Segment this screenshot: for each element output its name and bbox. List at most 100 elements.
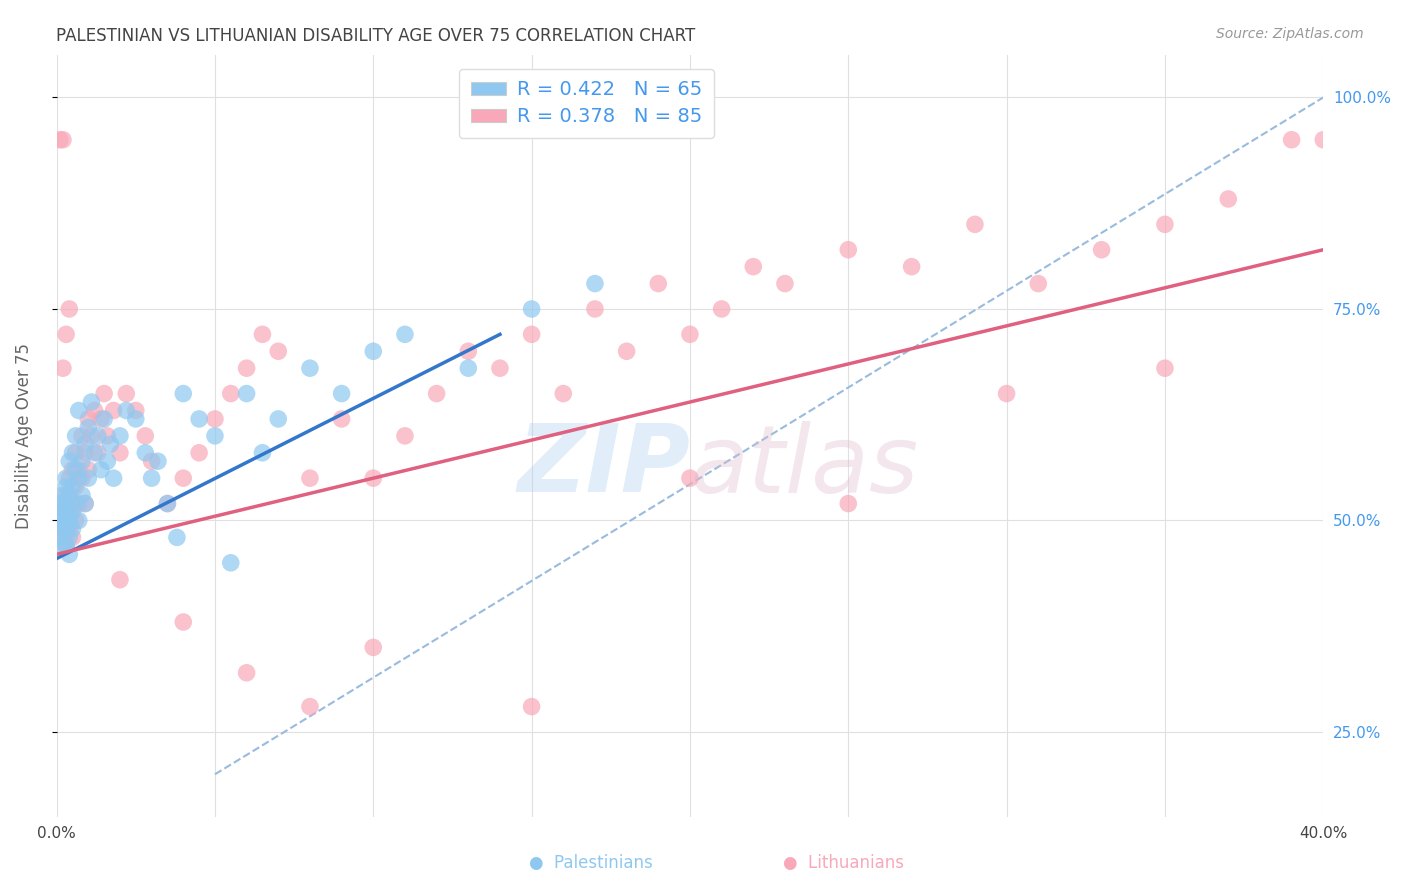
Point: [553, 386, 575, 401]
Point: [70, 471, 93, 485]
Point: [108, 573, 131, 587]
Point: [49, 497, 72, 511]
Point: [62, 522, 84, 536]
Point: [52, 522, 75, 536]
Point: [361, 471, 384, 485]
Point: [58, 301, 80, 316]
Point: [77, 463, 100, 477]
Point: [361, 640, 384, 655]
Point: [55, 327, 77, 342]
Y-axis label: Disability Age Over 75: Disability Age Over 75: [15, 343, 32, 529]
Point: [62, 530, 84, 544]
Point: [62, 497, 84, 511]
Point: [204, 429, 226, 443]
Point: [77, 412, 100, 426]
Point: [58, 505, 80, 519]
Point: [55, 497, 77, 511]
Point: [172, 386, 194, 401]
Point: [77, 471, 100, 485]
Point: [55, 488, 77, 502]
Point: [394, 327, 416, 342]
Point: [361, 344, 384, 359]
Point: [58, 513, 80, 527]
Point: [1154, 361, 1177, 376]
Point: [75, 497, 97, 511]
Point: [77, 420, 100, 434]
Text: Source: ZipAtlas.com: Source: ZipAtlas.com: [1216, 27, 1364, 41]
Point: [52, 133, 75, 147]
Point: [141, 471, 163, 485]
Point: [156, 497, 179, 511]
Point: [90, 412, 112, 426]
Point: [52, 505, 75, 519]
Point: [1218, 192, 1240, 206]
Point: [65, 446, 87, 460]
Text: ●  Lithuanians: ● Lithuanians: [783, 855, 904, 872]
Point: [520, 327, 543, 342]
Point: [489, 361, 512, 376]
Text: ZIP: ZIP: [517, 420, 690, 512]
Point: [75, 446, 97, 460]
Point: [679, 471, 702, 485]
Point: [103, 471, 125, 485]
Point: [125, 403, 148, 417]
Text: PALESTINIAN VS LITHUANIAN DISABILITY AGE OVER 75 CORRELATION CHART: PALESTINIAN VS LITHUANIAN DISABILITY AGE…: [56, 27, 696, 45]
Point: [583, 277, 606, 291]
Point: [52, 497, 75, 511]
Point: [70, 429, 93, 443]
Point: [52, 539, 75, 553]
Point: [172, 471, 194, 485]
Point: [235, 665, 257, 680]
Point: [837, 497, 859, 511]
Point: [83, 403, 105, 417]
Point: [55, 471, 77, 485]
Point: [710, 301, 733, 316]
Point: [55, 539, 77, 553]
Point: [58, 530, 80, 544]
Point: [75, 497, 97, 511]
Point: [62, 505, 84, 519]
Point: [742, 260, 765, 274]
Point: [330, 412, 353, 426]
Point: [146, 454, 169, 468]
Point: [70, 488, 93, 502]
Point: [96, 454, 118, 468]
Point: [330, 386, 353, 401]
Point: [65, 429, 87, 443]
Point: [1091, 243, 1114, 257]
Point: [219, 386, 242, 401]
Point: [58, 488, 80, 502]
Point: [67, 403, 90, 417]
Point: [773, 277, 796, 291]
Point: [58, 471, 80, 485]
Point: [80, 395, 103, 409]
Point: [267, 412, 290, 426]
Point: [235, 361, 257, 376]
Point: [1281, 133, 1303, 147]
Point: [1312, 133, 1334, 147]
Point: [267, 344, 290, 359]
Point: [115, 386, 138, 401]
Point: [65, 480, 87, 494]
Point: [134, 446, 156, 460]
Point: [90, 463, 112, 477]
Point: [298, 471, 321, 485]
Point: [75, 437, 97, 451]
Point: [55, 522, 77, 536]
Point: [520, 699, 543, 714]
Point: [62, 463, 84, 477]
Point: [141, 454, 163, 468]
Point: [55, 505, 77, 519]
Point: [80, 429, 103, 443]
Point: [96, 429, 118, 443]
Point: [58, 547, 80, 561]
Point: [49, 513, 72, 527]
Point: [583, 301, 606, 316]
Point: [55, 513, 77, 527]
Point: [49, 133, 72, 147]
Point: [49, 513, 72, 527]
Point: [52, 513, 75, 527]
Point: [394, 429, 416, 443]
Point: [115, 403, 138, 417]
Point: [87, 446, 110, 460]
